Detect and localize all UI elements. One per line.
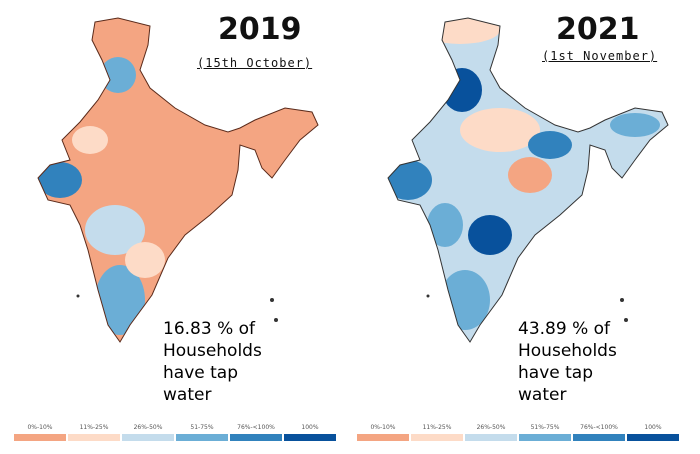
- date-subtitle: (1st November): [542, 49, 658, 63]
- legend-item: 100%: [627, 424, 679, 441]
- stat-line: water: [518, 385, 567, 405]
- region-ladakh: [70, 18, 150, 44]
- region-ladakh: [420, 18, 500, 44]
- year-title: 2021: [556, 12, 640, 47]
- legend-item: 0%-10%: [14, 424, 66, 441]
- legend-item: 76%-<100%: [230, 424, 282, 441]
- legend-item: 51%-75%: [519, 424, 571, 441]
- stat-text: 43.89 % of Households have tap water: [518, 318, 658, 406]
- legend-item: 0%-10%: [357, 424, 409, 441]
- region-south: [95, 265, 145, 335]
- stat-line: 43.89 % of: [518, 319, 611, 339]
- region-telangana: [125, 242, 165, 278]
- stat-text: 16.83 % of Households have tap water: [163, 318, 303, 406]
- legend-item: 51-75%: [176, 424, 228, 441]
- legend-item: 100%: [284, 424, 336, 441]
- legend-item: 76%-<100%: [573, 424, 625, 441]
- stat-line: Households: [518, 341, 617, 361]
- region-up: [460, 108, 540, 152]
- region-rajasthan: [72, 126, 108, 154]
- region-jharkhand: [508, 157, 552, 193]
- legend-item: 26%-50%: [122, 424, 174, 441]
- india-map-2021: [387, 17, 669, 343]
- region-punjab-haryana: [442, 68, 482, 112]
- date-subtitle: (15th October): [197, 56, 313, 70]
- stat-line: water: [163, 385, 212, 405]
- legend-2019: 0%-10% 11%-25% 26%-50% 51-75% 76%-<100% …: [14, 424, 336, 441]
- region-telangana: [468, 215, 512, 255]
- stat-line: Households: [163, 341, 262, 361]
- stat-line: have tap: [518, 363, 593, 383]
- india-map-2019: [37, 17, 319, 343]
- legend-2021: 0%-10% 11%-25% 26%-50% 51%-75% 76%-<100%…: [357, 424, 679, 441]
- region-gujarat: [388, 160, 432, 200]
- stat-line: 16.83 % of: [163, 319, 256, 339]
- legend-item: 26%-50%: [465, 424, 517, 441]
- legend-item: 11%-25%: [68, 424, 120, 441]
- panel-2021: 2021 (1st November) 43.89 % of Household…: [350, 0, 700, 454]
- year-title: 2019: [218, 12, 302, 47]
- region-maharashtra: [427, 203, 463, 247]
- region-gujarat: [38, 162, 82, 198]
- region-maharashtra: [85, 205, 145, 255]
- stat-line: have tap: [163, 363, 238, 383]
- region-bihar: [528, 131, 572, 159]
- region-northeast: [610, 113, 660, 137]
- panel-2019: 2019 (15th October) 16.83 % of Household…: [14, 12, 336, 441]
- legend-item: 11%-25%: [411, 424, 463, 441]
- region-himachal: [100, 57, 136, 93]
